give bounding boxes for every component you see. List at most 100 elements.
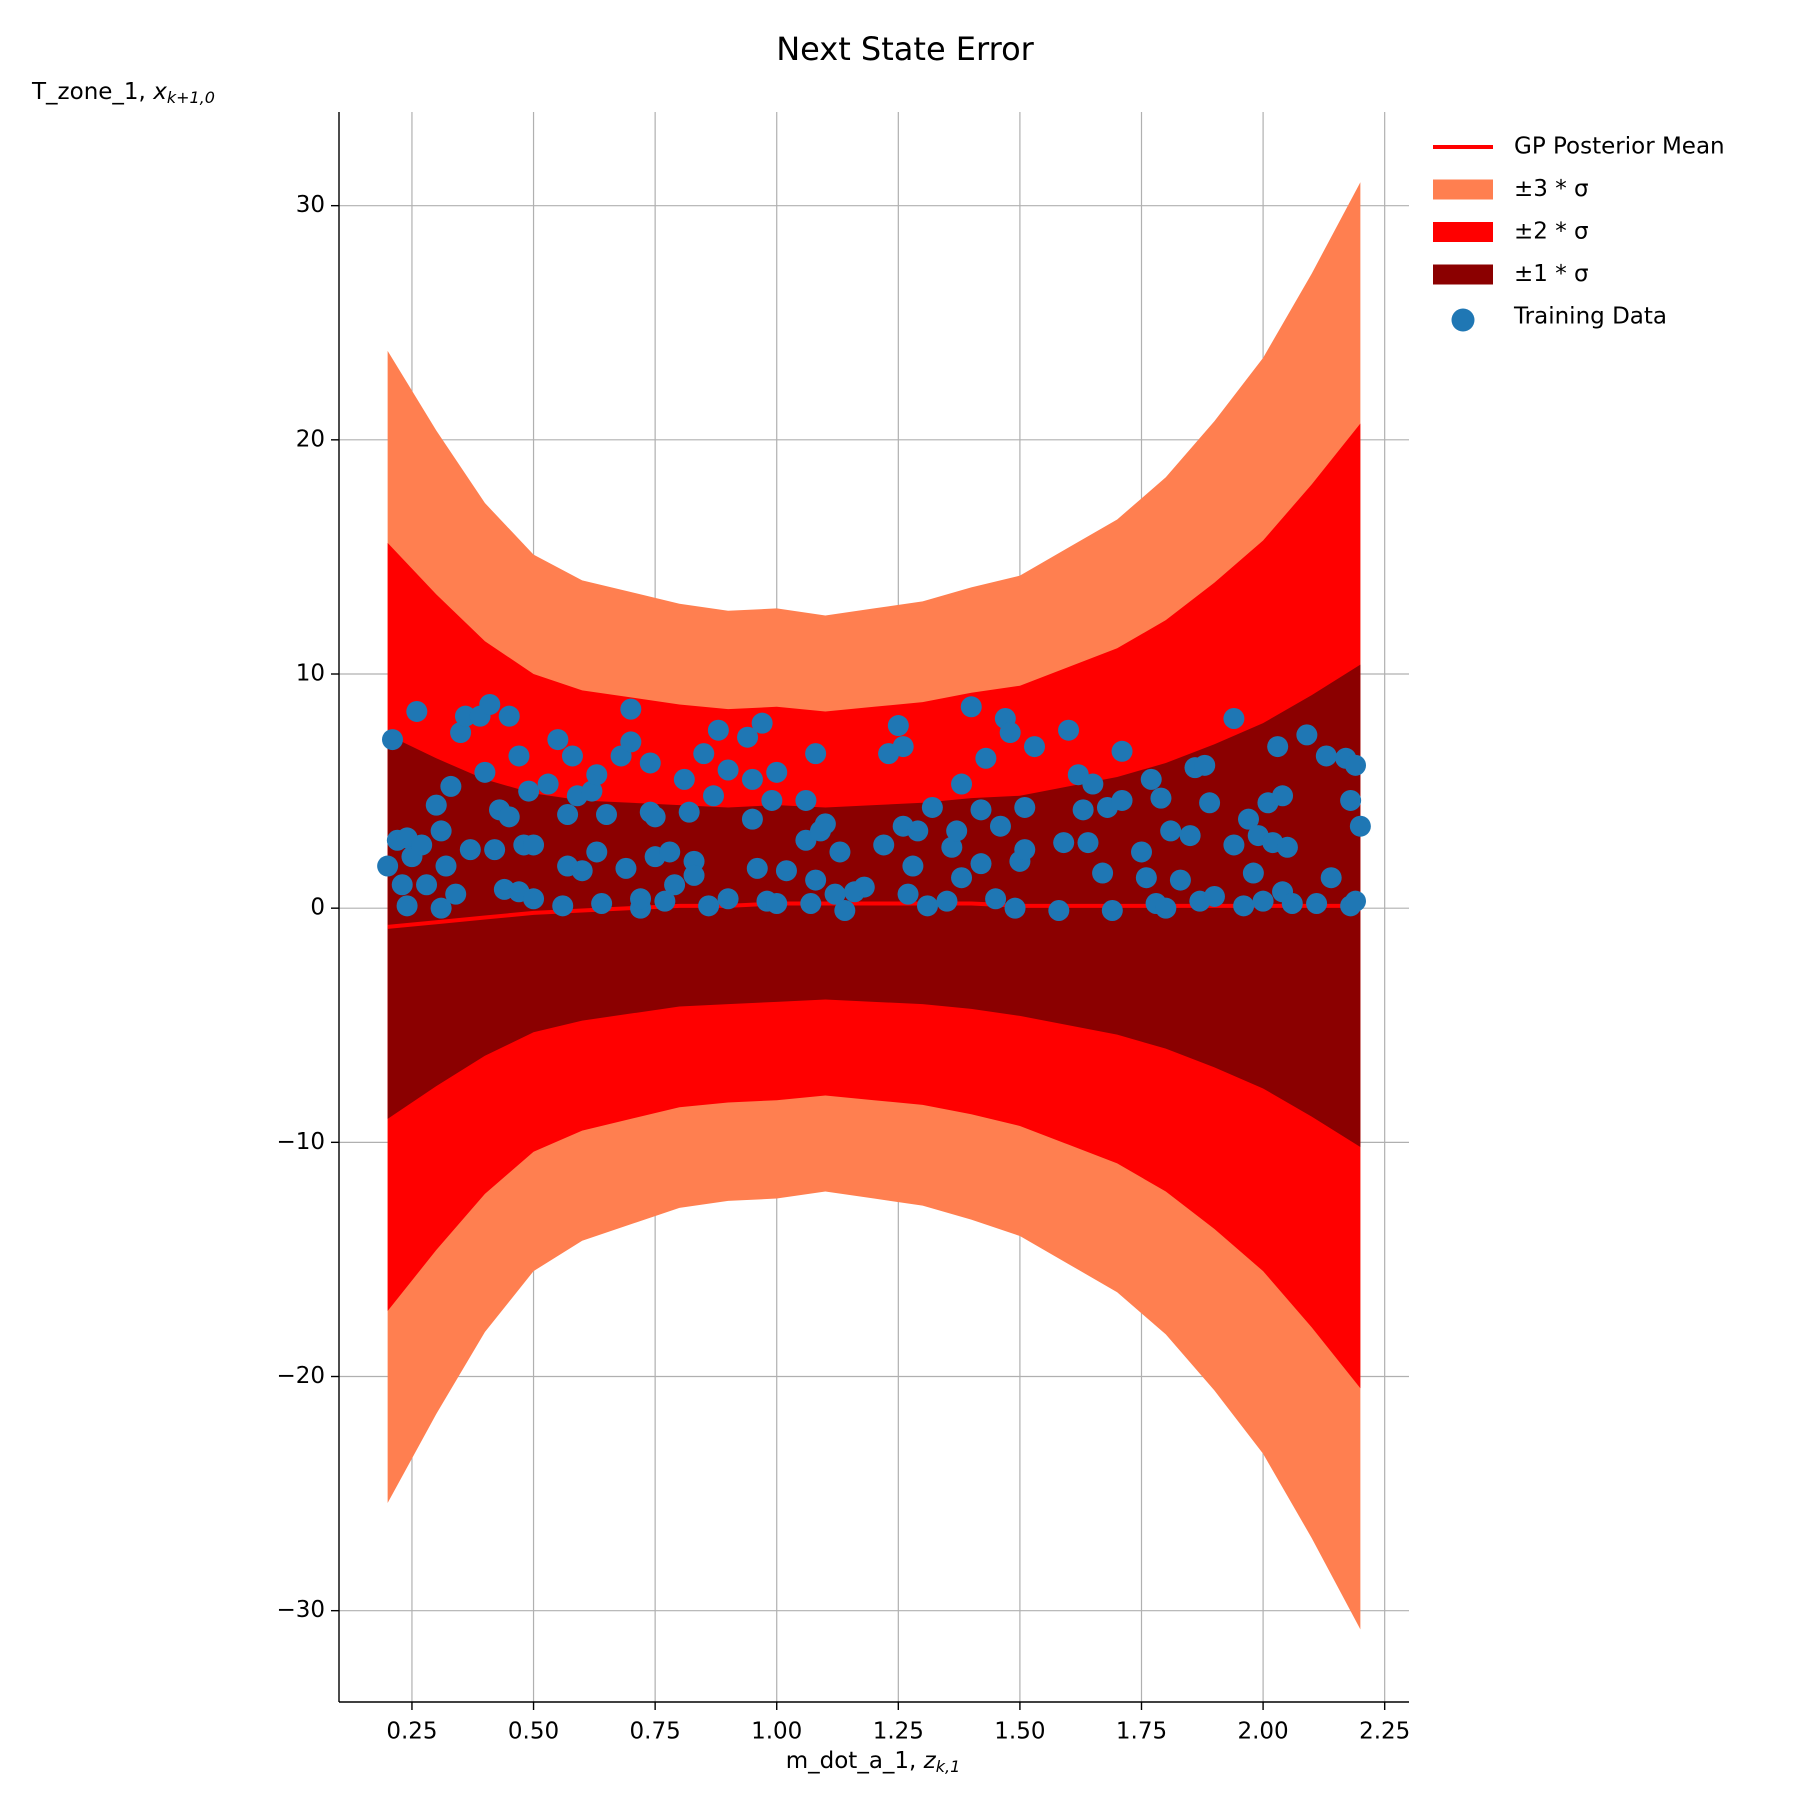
training-point — [406, 700, 428, 722]
training-point — [1111, 789, 1133, 811]
y-tick-label: −20 — [276, 1363, 325, 1389]
training-point — [1101, 900, 1123, 922]
training-point — [989, 815, 1011, 837]
x-label-sub: k,1 — [936, 1757, 961, 1776]
training-point — [795, 789, 817, 811]
training-point — [766, 761, 788, 783]
training-point — [1014, 796, 1036, 818]
training-point — [523, 888, 545, 910]
training-point — [615, 857, 637, 879]
training-point — [1014, 839, 1036, 861]
training-point — [892, 736, 914, 758]
training-point — [1004, 897, 1026, 919]
training-point — [1160, 820, 1182, 842]
training-point — [775, 860, 797, 882]
training-point — [430, 897, 452, 919]
training-point — [907, 820, 929, 842]
training-point — [1199, 792, 1221, 814]
training-point — [1320, 867, 1342, 889]
training-point — [761, 789, 783, 811]
y-tick-label: 30 — [296, 192, 325, 218]
training-point — [630, 888, 652, 910]
training-point — [445, 883, 467, 905]
training-point — [717, 759, 739, 781]
plot-area — [377, 182, 1371, 1630]
training-point — [985, 888, 1007, 910]
legend: GP Posterior Mean ±3 * σ ±2 * σ ±1 * σ Train… — [1433, 134, 1725, 332]
training-point — [941, 836, 963, 858]
training-point — [654, 890, 676, 912]
training-point — [411, 834, 433, 856]
training-point — [1252, 890, 1274, 912]
training-point — [693, 743, 715, 765]
training-point — [479, 693, 501, 715]
confidence-band — [387, 664, 1361, 1148]
training-point — [829, 841, 851, 863]
legend-label: ±3 * σ — [1514, 176, 1589, 202]
training-point — [1092, 862, 1114, 884]
training-point — [1131, 841, 1152, 863]
x-tick-label: 1.00 — [751, 1719, 802, 1745]
training-point — [1281, 892, 1303, 914]
y-tick-label: 10 — [296, 661, 325, 687]
training-point — [1135, 867, 1157, 889]
training-point — [1072, 799, 1094, 821]
training-point — [474, 761, 496, 783]
training-point — [518, 780, 540, 802]
training-point — [1169, 869, 1191, 891]
training-point — [766, 892, 788, 914]
training-point — [1223, 707, 1245, 729]
training-point — [416, 874, 438, 896]
training-point — [805, 869, 827, 891]
x-label-math: z — [923, 1748, 937, 1774]
x-tick-label: 0.50 — [508, 1719, 559, 1745]
training-point — [1238, 808, 1259, 830]
training-point — [834, 900, 856, 922]
training-point — [717, 888, 739, 910]
training-point — [484, 839, 506, 861]
training-point — [897, 883, 919, 905]
y-label-text: T_zone_1, — [31, 79, 153, 105]
training-point — [707, 719, 729, 741]
chart-title: Next State Error — [776, 30, 1034, 68]
x-tick-label: 1.25 — [873, 1719, 924, 1745]
training-point — [946, 820, 968, 842]
training-point — [382, 729, 403, 751]
legend-swatch — [1433, 222, 1493, 242]
x-label-text: m_dot_a_1, — [786, 1748, 924, 1774]
training-point — [1296, 724, 1318, 746]
training-point — [425, 794, 447, 816]
training-point — [805, 743, 827, 765]
training-point — [741, 768, 763, 790]
training-point — [377, 855, 399, 877]
training-point — [459, 839, 481, 861]
legend-swatch — [1433, 264, 1493, 285]
training-point — [620, 698, 642, 720]
x-tick-label: 1.50 — [994, 1719, 1045, 1745]
training-point — [1233, 895, 1255, 917]
training-point — [1267, 736, 1289, 758]
training-point — [454, 705, 476, 727]
legend-label: ±2 * σ — [1514, 219, 1589, 245]
training-point — [1155, 897, 1177, 919]
training-point — [1315, 745, 1337, 767]
training-point — [1111, 740, 1133, 762]
legend-label: GP Posterior Mean — [1514, 134, 1725, 160]
x-tick-label: 2.25 — [1359, 1719, 1410, 1745]
training-point — [1340, 789, 1362, 811]
training-point — [435, 855, 457, 877]
training-point — [659, 841, 681, 863]
training-point — [557, 804, 579, 826]
training-point — [639, 752, 661, 774]
training-point — [951, 773, 973, 795]
y-tick-label: 20 — [296, 426, 325, 452]
training-point — [1272, 785, 1294, 807]
training-point — [800, 892, 822, 914]
y-label-math: x — [152, 79, 167, 105]
training-point — [561, 745, 583, 767]
training-point — [450, 722, 472, 744]
axes: 0.25 0.50 0.75 1.00 1.25 1.50 1.75 2.00 2.25 −30 −… — [276, 112, 1410, 1745]
training-point — [698, 895, 720, 917]
training-point — [581, 780, 603, 802]
